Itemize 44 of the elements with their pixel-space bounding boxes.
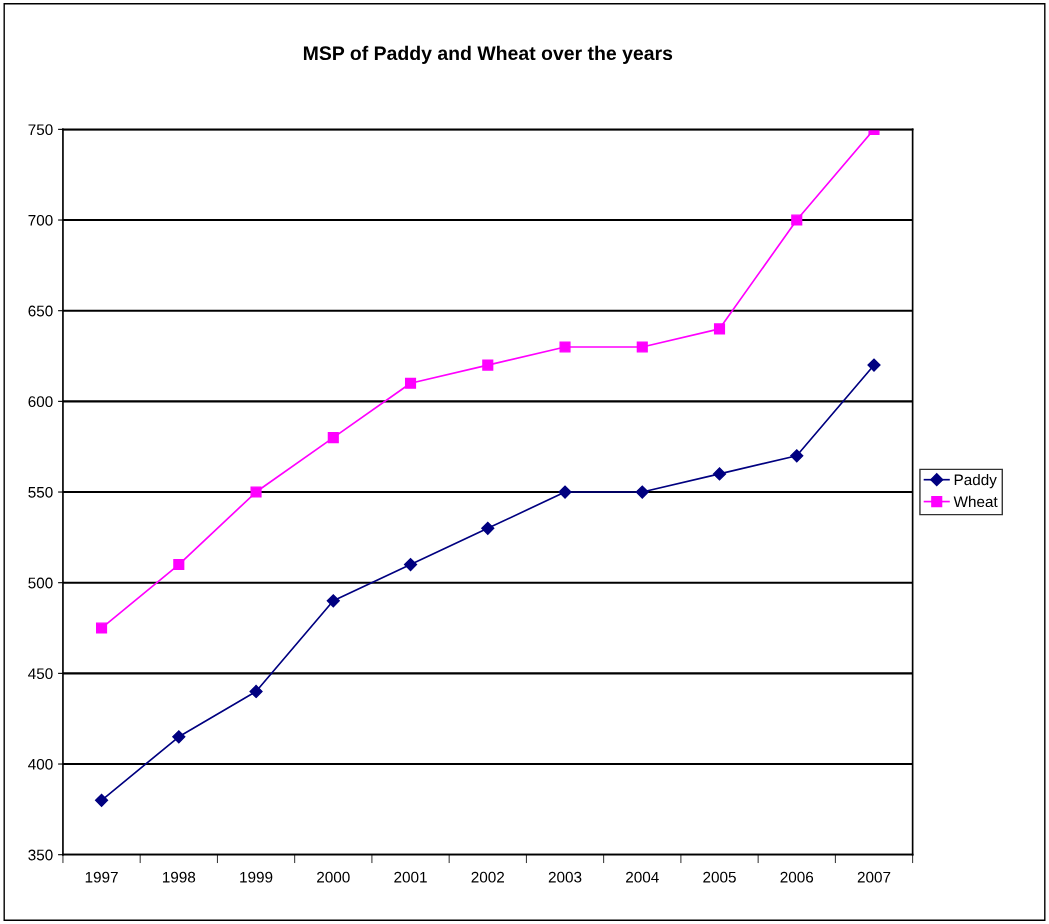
y-tick-label: 650 xyxy=(28,305,53,317)
point xyxy=(96,622,108,634)
x-tick-label: 2000 xyxy=(317,871,350,883)
y-tick-label: 700 xyxy=(28,214,53,226)
legend-label: Paddy xyxy=(954,473,997,489)
y-tick-label: 350 xyxy=(28,849,53,861)
x-tick-label: 1998 xyxy=(162,871,196,883)
point xyxy=(250,486,262,498)
point xyxy=(94,793,109,807)
x-tick-label: 2006 xyxy=(780,871,814,883)
x-tick-label: 2005 xyxy=(703,871,736,883)
x-tick-label: 1997 xyxy=(85,871,118,883)
y-tick-label: 750 xyxy=(28,124,53,136)
x-tick-label: 2007 xyxy=(857,871,891,883)
y-tick-label: 550 xyxy=(28,486,53,498)
point xyxy=(791,214,803,226)
point xyxy=(712,467,727,481)
point xyxy=(636,341,648,353)
y-tick-label: 450 xyxy=(28,668,53,680)
chart-title: MSP of Paddy and Wheat over the years xyxy=(303,45,673,64)
legend-label: Wheat xyxy=(953,495,998,508)
x-tick-label: 2004 xyxy=(626,871,659,883)
x-tick-label: 2002 xyxy=(471,871,505,883)
point xyxy=(790,449,804,463)
point xyxy=(172,730,186,744)
point xyxy=(559,341,571,353)
point xyxy=(403,557,418,572)
point xyxy=(482,359,494,371)
y-tick-label: 500 xyxy=(28,577,53,589)
y-tick-label: 400 xyxy=(28,758,53,770)
point xyxy=(713,323,726,335)
point xyxy=(867,358,881,372)
point xyxy=(173,559,185,571)
x-tick-label: 2003 xyxy=(548,871,582,883)
point xyxy=(404,377,417,389)
point xyxy=(326,594,340,608)
point xyxy=(481,521,495,535)
point xyxy=(249,684,263,699)
x-tick-label: 1999 xyxy=(240,871,273,883)
point xyxy=(635,485,649,499)
y-tick-label: 600 xyxy=(28,396,53,408)
point xyxy=(558,485,572,499)
point xyxy=(327,432,339,444)
x-tick-label: 2001 xyxy=(394,871,427,883)
